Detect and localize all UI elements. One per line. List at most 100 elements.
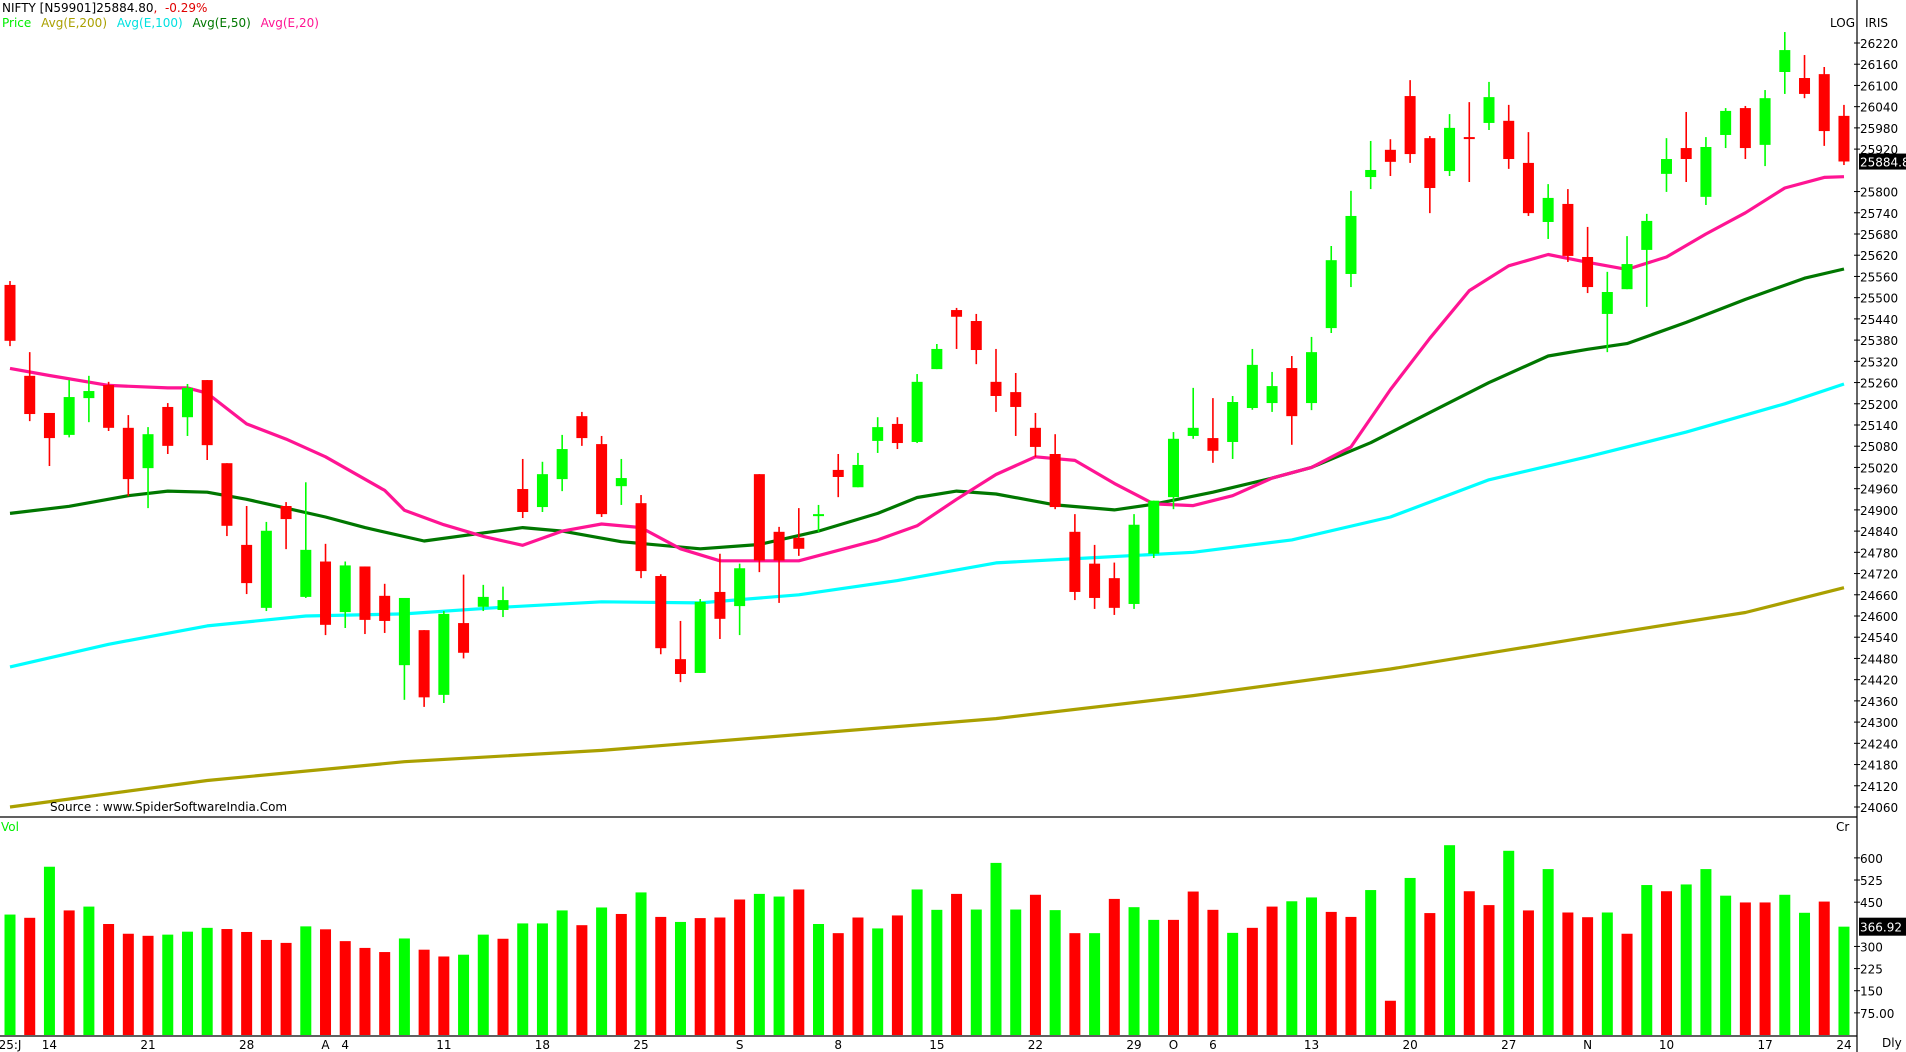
x-tick-label: O	[1169, 1038, 1178, 1052]
ma-line	[9, 382, 1845, 669]
candle-body	[674, 659, 686, 675]
candle-body	[911, 381, 923, 442]
candle-body	[1010, 392, 1022, 407]
vol-tick-label: 300	[1860, 940, 1883, 954]
x-tick-label: 25:J	[0, 1038, 21, 1052]
legend: Price Avg(E,200) Avg(E,100) Avg(E,50) Av…	[2, 16, 325, 31]
volume-bar	[359, 947, 371, 1035]
y-tick-label: 24600	[1860, 610, 1898, 624]
y-tick-label: 24660	[1860, 589, 1898, 603]
y-tick-label: 24480	[1860, 652, 1898, 666]
volume-bar	[1187, 891, 1199, 1035]
y-tick-label: 25200	[1860, 398, 1898, 412]
candle-body	[280, 505, 292, 520]
period-label[interactable]: Dly	[1882, 1036, 1902, 1050]
candle-body	[1227, 402, 1239, 442]
volume-bar	[1365, 890, 1377, 1035]
volume-bar	[1522, 910, 1534, 1035]
iris-label[interactable]: IRIS	[1865, 16, 1889, 30]
candle-body	[1838, 115, 1850, 162]
candle-body	[1325, 260, 1337, 329]
volume-bar	[813, 924, 825, 1035]
volume-bar	[1384, 1000, 1396, 1035]
volume-bar	[1680, 884, 1692, 1035]
volume-bar	[990, 862, 1002, 1035]
x-tick-label: 28	[239, 1038, 254, 1052]
legend-ema20[interactable]: Avg(E,20)	[260, 16, 319, 30]
candle-body	[122, 427, 134, 480]
y-tick-label: 25620	[1860, 249, 1898, 263]
volume-bar	[1108, 898, 1120, 1035]
candle-body	[1483, 97, 1495, 123]
volume-bar	[1779, 894, 1791, 1035]
candle-body	[1266, 386, 1278, 404]
y-tick-label: 24420	[1860, 674, 1898, 688]
volume-bar	[872, 928, 884, 1035]
y-tick-label: 25380	[1860, 334, 1898, 348]
volume-bar	[536, 923, 548, 1035]
y-tick-label: 26220	[1860, 37, 1898, 51]
candle-body	[398, 597, 410, 666]
x-tick-label: 14	[42, 1038, 57, 1052]
x-tick-label: 13	[1304, 1038, 1319, 1052]
volume-bar	[1601, 912, 1613, 1035]
volume-bar	[1759, 902, 1771, 1035]
volume-bar	[832, 933, 844, 1035]
volume-bar	[24, 917, 36, 1035]
candle-body	[1128, 524, 1140, 604]
volume-bar	[122, 933, 134, 1035]
y-tick-label: 26040	[1860, 101, 1898, 115]
volume-bar	[477, 934, 489, 1035]
x-tick-label: 4	[341, 1038, 349, 1052]
x-tick-label: 8	[834, 1038, 842, 1052]
volume-unit-label: Cr	[1836, 820, 1850, 834]
candle-body	[1207, 438, 1219, 451]
y-tick-label: 24900	[1860, 504, 1898, 518]
vol-tick-label: 600	[1860, 852, 1883, 866]
volume-bar	[1503, 850, 1515, 1035]
candle-body	[241, 544, 253, 584]
candle-body	[162, 406, 174, 446]
volume-bar	[655, 916, 667, 1035]
vol-tick-label: 450	[1860, 896, 1883, 910]
volume-bar	[1739, 902, 1751, 1035]
last-price-badge-text: 25884.8	[1860, 156, 1906, 170]
candle-body	[1108, 578, 1120, 608]
legend-price[interactable]: Price	[2, 16, 32, 30]
volume-bars	[4, 845, 1850, 1035]
volume-bar	[1227, 932, 1239, 1035]
volume-bar	[1720, 895, 1732, 1035]
x-tick-label: 22	[1028, 1038, 1043, 1052]
change-percent: -0.29%	[164, 1, 208, 15]
y-tick-label: 26160	[1860, 58, 1898, 72]
candle-body	[793, 537, 805, 549]
candle-body	[990, 381, 1002, 396]
legend-ema200[interactable]: Avg(E,200)	[41, 16, 107, 30]
volume-bar	[83, 906, 95, 1035]
legend-ema50[interactable]: Avg(E,50)	[192, 16, 251, 30]
volume-bar	[1089, 933, 1101, 1035]
candle-body	[1700, 146, 1712, 197]
volume-bar	[517, 923, 529, 1035]
volume-bar	[1838, 926, 1850, 1035]
vol-tick-label: 225	[1860, 963, 1883, 977]
candle-body	[1049, 453, 1061, 508]
volume-bar	[1128, 907, 1140, 1035]
volume-bar	[1029, 894, 1041, 1035]
candle-body	[1582, 256, 1594, 288]
volume-bar	[43, 866, 55, 1035]
y-tick-label: 24360	[1860, 695, 1898, 709]
legend-ema100[interactable]: Avg(E,100)	[116, 16, 183, 30]
log-scale-toggle[interactable]: LOG	[1830, 16, 1856, 30]
y-tick-label: 25560	[1860, 270, 1898, 284]
source-text: Source : www.SpiderSoftwareIndia.Com	[50, 800, 288, 814]
candle-body	[63, 397, 75, 435]
volume-bar	[951, 893, 963, 1035]
volume-bar	[1286, 901, 1298, 1035]
volume-bar	[1424, 913, 1436, 1035]
volume-bar	[1345, 916, 1357, 1035]
volume-bar	[320, 929, 332, 1035]
candle-body	[615, 478, 627, 487]
